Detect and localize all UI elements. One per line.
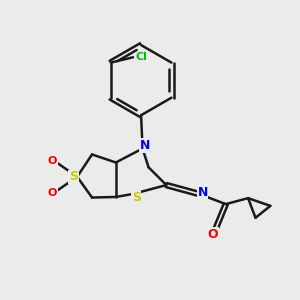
Text: O: O — [208, 228, 218, 241]
Text: N: N — [140, 139, 150, 152]
Text: S: S — [132, 191, 141, 204]
Text: N: N — [197, 186, 208, 199]
Text: O: O — [48, 188, 57, 197]
Text: S: S — [69, 170, 78, 183]
Text: O: O — [48, 156, 57, 166]
Text: Cl: Cl — [136, 52, 148, 62]
